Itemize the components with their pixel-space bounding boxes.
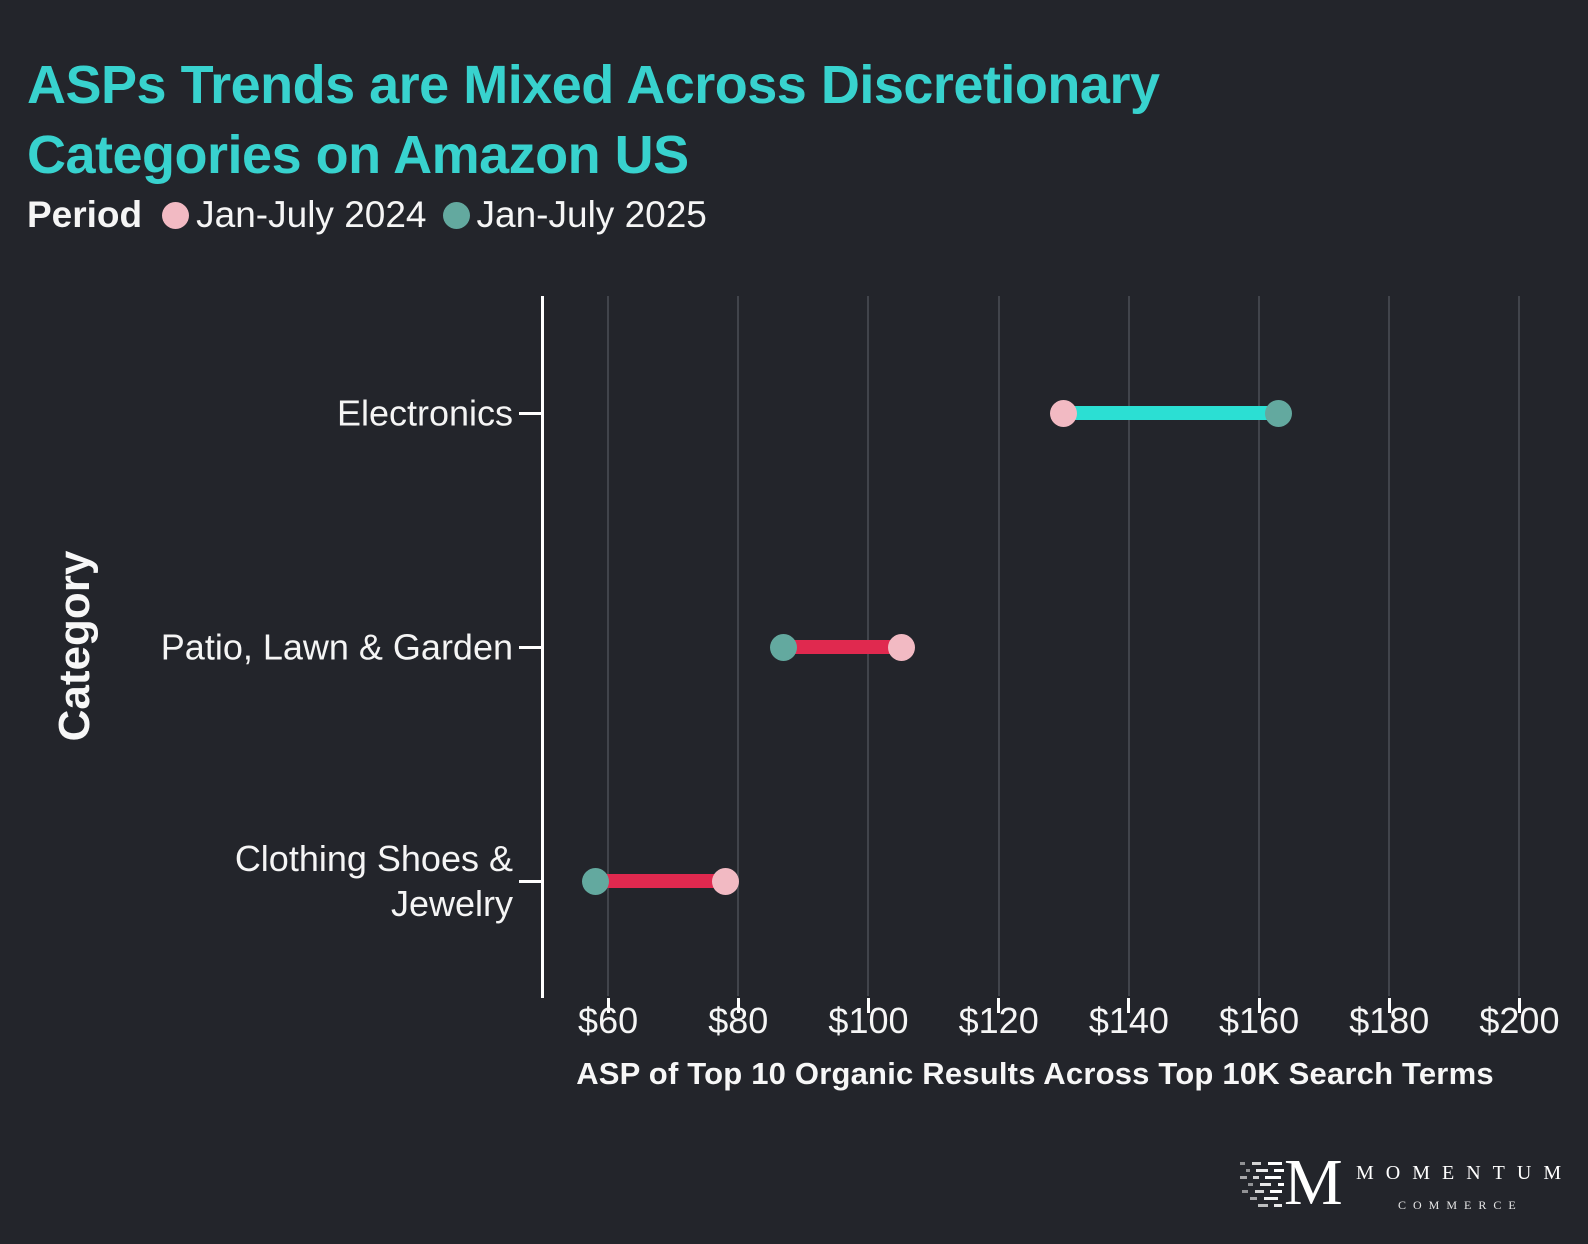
x-tick-mark (1517, 998, 1521, 1013)
x-tick-label: $160 (1219, 1000, 1300, 1041)
x-tick-label: $180 (1349, 1000, 1430, 1041)
category-label-line: Jewelry (390, 883, 513, 924)
x-tick-mark (997, 998, 1001, 1013)
legend-label-2024: Jan-July 2024 (196, 194, 427, 235)
logo-subtitle: COMMERCE (1398, 1198, 1523, 1212)
dumbbell-connector (1063, 406, 1279, 420)
dumbbell-connector (595, 874, 726, 888)
legend-label-2025: Jan-July 2025 (476, 194, 707, 235)
x-tick-mark (1127, 998, 1131, 1013)
dot-jan-july-2024 (711, 867, 739, 895)
dumbbell-connector (783, 640, 902, 654)
x-tick-label: $140 (1088, 1000, 1169, 1041)
category-label-line: Clothing Shoes & (234, 838, 513, 879)
category-label: Patio, Lawn & Garden (161, 625, 513, 670)
x-tick-label: $100 (828, 1000, 909, 1041)
x-tick-label: $120 (958, 1000, 1039, 1041)
category-label: Clothing Shoes & Jewelry (235, 836, 513, 926)
momentum-commerce-logo: M MOMENTUM COMMERCE (1238, 1148, 1568, 1228)
x-gridline (1258, 296, 1261, 996)
x-tick-label: $80 (708, 1000, 769, 1041)
logo-speed-lines-icon (1240, 1162, 1284, 1207)
x-tick-label: $60 (578, 1000, 639, 1041)
y-axis-line (541, 296, 544, 998)
page-title-line-1: ASPs Trends are Mixed Across Discretiona… (27, 55, 1160, 116)
category-label-line: Patio, Lawn & Garden (160, 626, 513, 668)
dot-jan-july-2024 (887, 633, 915, 661)
legend-item-2025: Jan-July 2025 (442, 194, 707, 236)
x-gridline (1127, 296, 1130, 996)
legend: Period Jan-July 2024 Jan-July 2025 (27, 190, 723, 240)
logo-name: MOMENTUM (1356, 1162, 1574, 1184)
page-title-line-2: Categories on Amazon US (27, 125, 689, 186)
x-tick-mark (736, 998, 740, 1013)
y-tick-mark (519, 645, 542, 649)
dot-jan-july-2025 (770, 633, 798, 661)
x-tick-mark (1257, 998, 1261, 1013)
x-axis-title: ASP of Top 10 Organic Results Across Top… (576, 1056, 1494, 1091)
dot-jan-july-2024 (1050, 399, 1078, 427)
x-gridline (997, 296, 1000, 996)
category-label: Electronics (337, 391, 513, 436)
page-title: ASPs Trends are Mixed Across Discretiona… (27, 50, 1160, 190)
logo-monogram: M (1284, 1146, 1343, 1219)
x-tick-mark (1387, 998, 1391, 1013)
x-gridline (607, 296, 610, 996)
category-label-line: Electronics (336, 392, 513, 434)
y-tick-mark (519, 879, 542, 883)
x-tick-label: $200 (1479, 1000, 1560, 1041)
x-tick-mark (866, 998, 870, 1013)
legend-title: Period (27, 194, 143, 235)
y-axis-title: Category (50, 550, 99, 742)
x-gridline (1388, 296, 1391, 996)
legend-item-2024: Jan-July 2024 (162, 194, 427, 236)
legend-dot-2024 (162, 201, 190, 229)
dot-jan-july-2025 (1265, 399, 1293, 427)
dot-jan-july-2025 (581, 867, 609, 895)
y-tick-mark (519, 411, 542, 415)
legend-dot-2025 (442, 201, 470, 229)
x-gridline (737, 296, 740, 996)
x-gridline (1518, 296, 1521, 996)
x-tick-mark (606, 998, 610, 1013)
